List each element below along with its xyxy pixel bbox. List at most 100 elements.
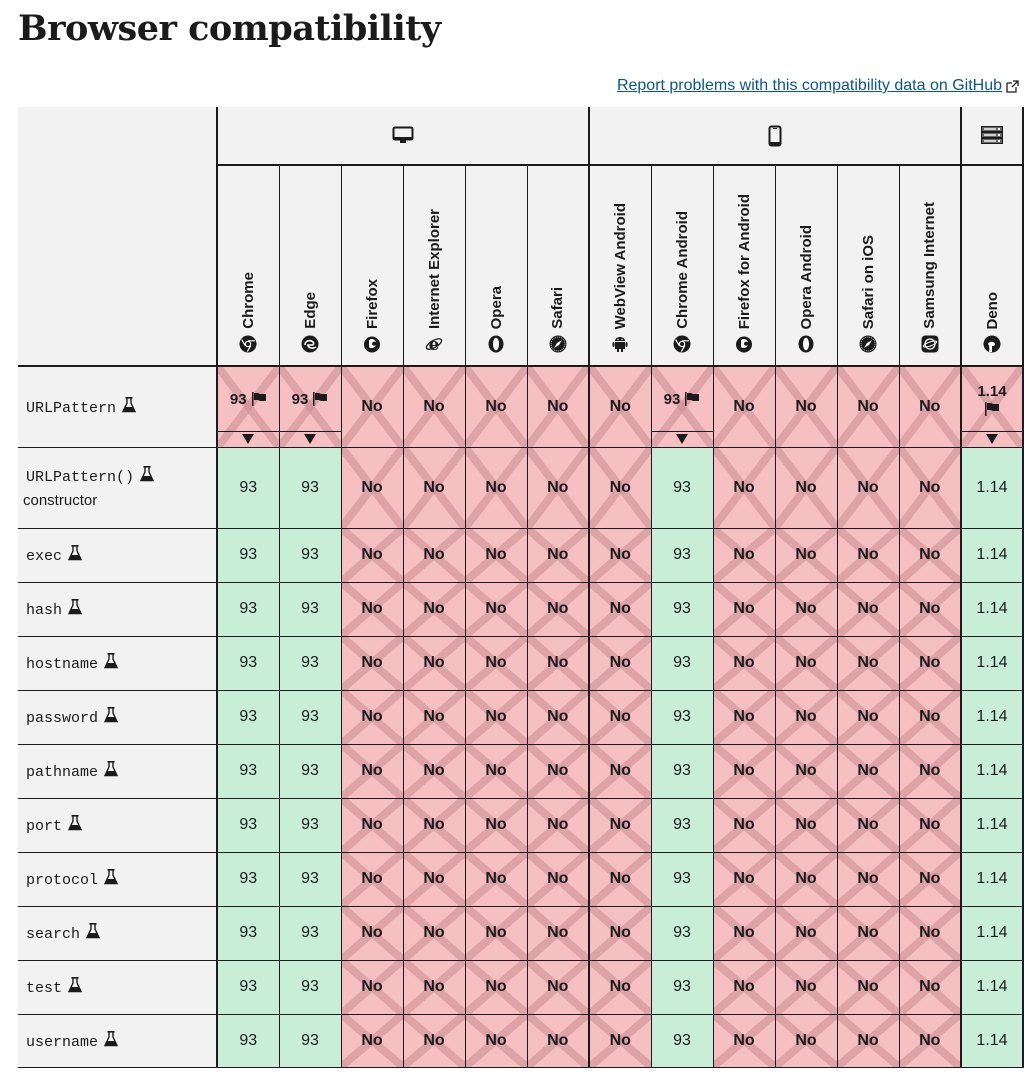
support-version: No <box>733 924 755 941</box>
support-version: No <box>609 708 631 725</box>
expand-toggle[interactable] <box>218 431 279 446</box>
support-version: 93 <box>239 762 258 779</box>
support-version: 93 <box>239 816 258 833</box>
support-version: No <box>857 870 879 887</box>
feature-name[interactable]: pathname <box>26 764 99 781</box>
support-version: No <box>795 478 817 496</box>
support-version: No <box>795 654 817 671</box>
feature-name-cell: port <box>18 797 218 853</box>
support-cell-edge: 93 <box>278 905 342 961</box>
feature-name[interactable]: password <box>26 710 99 727</box>
feature-row: test 93 93 No No No No No 93 No No No No 1.14 <box>18 959 1024 1015</box>
feature-name[interactable]: search <box>26 926 81 943</box>
support-version: No <box>857 600 879 617</box>
support-cell-deno: 1.14 <box>960 1013 1024 1068</box>
support-version: No <box>857 924 879 941</box>
feature-name-cell: exec <box>18 527 218 583</box>
support-cell-chrome-android: 93 <box>650 905 714 961</box>
flag-icon <box>251 392 266 407</box>
support-version: No <box>919 762 941 779</box>
support-cell-opera-android: No <box>774 446 838 529</box>
support-cell-internet-explorer: No <box>402 446 466 529</box>
feature-row: username 93 93 No No No No No 93 No No No No 1.14 <box>18 1013 1024 1068</box>
support-version: No <box>919 870 941 887</box>
feature-name[interactable]: URLPattern <box>26 399 117 417</box>
support-cell-opera-android: No <box>774 959 838 1015</box>
support-version: No <box>733 708 755 725</box>
support-version: 1.14 <box>976 816 1008 833</box>
expand-toggle[interactable] <box>651 431 713 446</box>
support-version: No <box>609 816 631 833</box>
experimental-flask-icon <box>86 923 101 939</box>
support-cell-deno: 1.14 <box>960 959 1024 1015</box>
support-cell-opera: No <box>464 851 528 907</box>
support-version: No <box>795 762 817 779</box>
browser-name: Safari <box>549 287 567 329</box>
support-cell-samsung-internet: No <box>898 1013 962 1068</box>
support-cell-internet-explorer: No <box>402 959 466 1015</box>
expand-toggle[interactable] <box>279 431 341 446</box>
feature-name[interactable]: test <box>26 980 63 997</box>
experimental-flask-icon <box>140 466 155 482</box>
support-version: No <box>485 546 507 563</box>
support-cell-safari: No <box>526 797 590 853</box>
support-cell-chrome-android: 93 <box>650 797 714 853</box>
platform-mobile <box>588 107 962 166</box>
feature-name[interactable]: hash <box>26 602 63 619</box>
support-cell-opera-android: No <box>774 635 838 691</box>
support-cell-webview-android: No <box>588 959 652 1015</box>
chrome-icon <box>673 335 691 353</box>
feature-name[interactable]: protocol <box>26 872 99 889</box>
support-cell-edge: 93 <box>278 797 342 853</box>
support-cell-chrome[interactable]: 93 <box>216 365 280 448</box>
feature-row: pathname 93 93 No No No No No 93 No No No No 1.14 <box>18 743 1024 799</box>
support-cell-internet-explorer: No <box>402 1013 466 1068</box>
support-cell-opera: No <box>464 365 528 448</box>
support-cell-edge[interactable]: 93 <box>278 365 342 448</box>
support-version: No <box>485 870 507 887</box>
support-cell-firefox-for-android: No <box>712 365 776 448</box>
support-version: No <box>547 708 569 725</box>
support-cell-deno: 1.14 <box>960 527 1024 583</box>
support-cell-firefox-for-android: No <box>712 527 776 583</box>
support-version: 1.14 <box>976 870 1008 887</box>
support-version: No <box>919 708 941 725</box>
support-cell-chrome-android: 93 <box>650 581 714 637</box>
support-version: 93 <box>673 546 691 563</box>
experimental-flask-icon <box>104 653 119 669</box>
support-version: 93 <box>239 654 258 671</box>
support-cell-chrome: 93 <box>216 527 280 583</box>
feature-name-cell: hostname <box>18 635 218 691</box>
experimental-flask-icon <box>68 815 83 831</box>
support-version: No <box>547 1031 569 1049</box>
support-cell-deno[interactable]: 1.14 <box>960 365 1024 448</box>
report-problems-link[interactable]: Report problems with this compatibility … <box>617 77 1019 95</box>
support-cell-deno: 1.14 <box>960 689 1024 745</box>
support-cell-safari: No <box>526 581 590 637</box>
support-version: No <box>857 816 879 833</box>
support-cell-samsung-internet: No <box>898 743 962 799</box>
feature-name-cell: password <box>18 689 218 745</box>
feature-name[interactable]: URLPattern() <box>26 469 135 486</box>
support-cell-chrome: 93 <box>216 581 280 637</box>
support-version: 93 <box>239 870 258 887</box>
server-icon <box>981 126 1003 145</box>
support-cell-opera-android: No <box>774 797 838 853</box>
support-cell-opera: No <box>464 905 528 961</box>
desktop-icon <box>392 126 414 143</box>
support-version: No <box>485 600 507 617</box>
support-cell-internet-explorer: No <box>402 851 466 907</box>
support-cell-internet-explorer: No <box>402 581 466 637</box>
feature-name[interactable]: exec <box>26 548 63 565</box>
expand-toggle[interactable] <box>962 431 1022 446</box>
support-cell-samsung-internet: No <box>898 797 962 853</box>
support-version: No <box>423 478 445 496</box>
support-version: No <box>795 870 817 887</box>
feature-name[interactable]: port <box>26 818 63 835</box>
support-cell-chrome-android: 93 <box>650 527 714 583</box>
feature-name[interactable]: hostname <box>26 656 99 673</box>
support-cell-chrome: 93 <box>216 905 280 961</box>
support-version: 93 <box>239 1031 258 1049</box>
feature-name[interactable]: username <box>26 1033 99 1051</box>
support-cell-chrome-android[interactable]: 93 <box>650 365 714 448</box>
